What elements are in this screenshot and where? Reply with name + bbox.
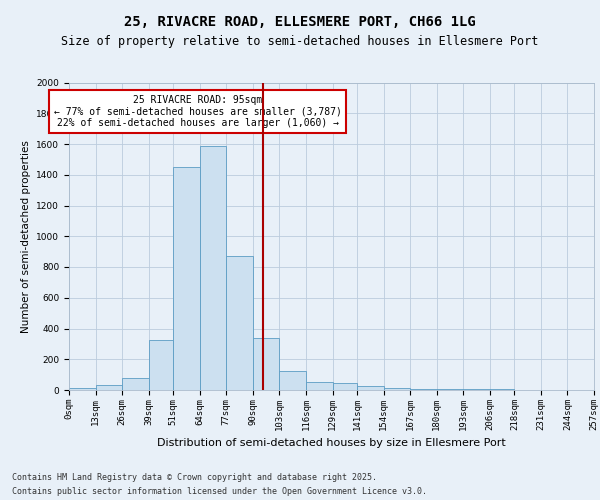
Y-axis label: Number of semi-detached properties: Number of semi-detached properties — [21, 140, 31, 332]
Bar — [490, 389, 514, 390]
Text: Contains public sector information licensed under the Open Government Licence v3: Contains public sector information licen… — [12, 486, 427, 496]
Bar — [332, 383, 357, 390]
Bar — [149, 340, 173, 390]
Bar — [95, 384, 122, 390]
Bar — [463, 389, 490, 390]
Bar — [383, 388, 410, 390]
Bar — [306, 382, 332, 390]
Text: Contains HM Land Registry data © Crown copyright and database right 2025.: Contains HM Land Registry data © Crown c… — [12, 473, 377, 482]
Bar — [200, 146, 226, 390]
Bar — [437, 389, 463, 390]
Text: 25 RIVACRE ROAD: 95sqm
← 77% of semi-detached houses are smaller (3,787)
22% of : 25 RIVACRE ROAD: 95sqm ← 77% of semi-det… — [53, 95, 341, 128]
Text: Size of property relative to semi-detached houses in Ellesmere Port: Size of property relative to semi-detach… — [61, 34, 539, 48]
Text: 25, RIVACRE ROAD, ELLESMERE PORT, CH66 1LG: 25, RIVACRE ROAD, ELLESMERE PORT, CH66 1… — [124, 16, 476, 30]
Bar — [226, 256, 253, 390]
Bar — [122, 378, 149, 390]
Bar — [357, 386, 383, 390]
Bar — [69, 388, 95, 390]
Bar — [280, 371, 306, 390]
Bar — [410, 389, 437, 390]
Bar — [173, 167, 200, 390]
X-axis label: Distribution of semi-detached houses by size in Ellesmere Port: Distribution of semi-detached houses by … — [157, 438, 506, 448]
Bar — [253, 338, 280, 390]
